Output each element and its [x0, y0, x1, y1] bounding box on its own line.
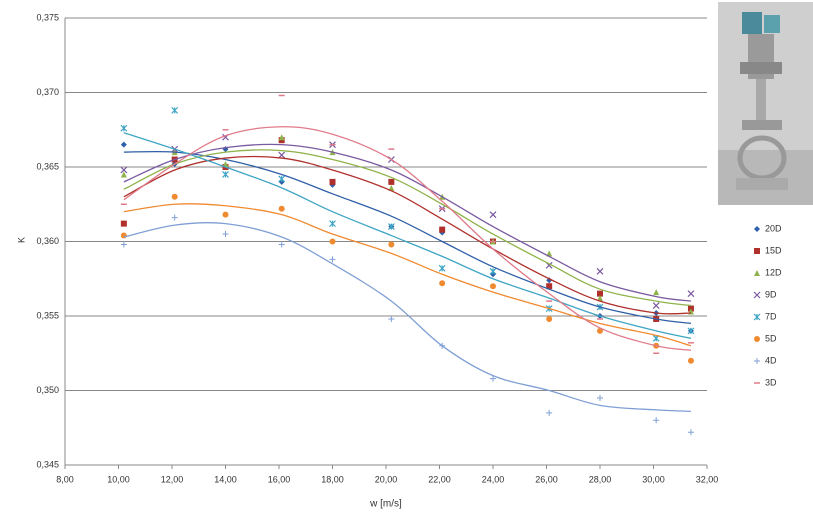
point [222, 231, 229, 238]
x-tick-label: 16,00 [268, 474, 291, 484]
legend-marker [753, 291, 761, 299]
point [120, 166, 128, 174]
trend-line [123, 126, 692, 351]
point [687, 327, 695, 335]
legend-label: 3D [765, 377, 777, 387]
point [490, 375, 496, 382]
x-tick-label: 30,00 [642, 474, 665, 484]
legend-marker [754, 226, 760, 232]
point [278, 175, 286, 183]
trend-line [123, 155, 691, 315]
y-tick-label: 0,350 [36, 385, 59, 395]
trend-line [123, 143, 692, 302]
x-tick-label: 22,00 [428, 474, 451, 484]
point [652, 302, 660, 309]
point [120, 232, 127, 239]
point [120, 171, 127, 178]
point [653, 417, 660, 424]
legend-label: 15D [765, 245, 782, 255]
y-tick-label: 0,365 [36, 161, 59, 171]
x-tick-label: 12,00 [161, 474, 184, 484]
x-axis-label: w [m/s] [369, 499, 402, 510]
legend-label: 9D [765, 289, 777, 299]
point [171, 106, 179, 114]
point [597, 295, 603, 302]
x-tick-label: 26,00 [535, 474, 558, 484]
legend-marker [754, 248, 760, 254]
trend-line [123, 132, 692, 339]
point [120, 141, 127, 148]
x-tick-label: 24,00 [482, 474, 505, 484]
point [439, 280, 446, 287]
point [489, 211, 497, 219]
y-tick-label: 0,355 [36, 310, 59, 320]
point [388, 315, 395, 322]
point [490, 283, 496, 290]
point [278, 241, 285, 248]
y-axis-label: K [16, 237, 26, 243]
point [687, 290, 695, 298]
point [687, 429, 694, 436]
photo [718, 2, 813, 205]
point [120, 220, 127, 227]
point [171, 214, 178, 221]
legend-label: 12D [765, 267, 782, 277]
x-tick-label: 14,00 [214, 474, 237, 484]
y-tick-label: 0,370 [36, 87, 59, 97]
point [120, 124, 128, 132]
point [171, 193, 178, 200]
point [329, 238, 336, 245]
point [438, 264, 446, 272]
point [546, 283, 553, 290]
point [546, 409, 553, 416]
x-tick-label: 32,00 [696, 474, 719, 484]
legend-label: 4D [765, 355, 777, 365]
trend-line [123, 221, 691, 413]
point [596, 267, 604, 275]
x-tick-label: 8,00 [56, 474, 74, 484]
point [329, 220, 336, 228]
point [597, 394, 603, 401]
point [222, 211, 229, 218]
x-tick-label: 10,00 [107, 474, 130, 484]
point [222, 171, 229, 178]
legend-label: 5D [765, 333, 777, 343]
point [546, 315, 553, 322]
x-tick-label: 28,00 [589, 474, 612, 484]
point [489, 267, 497, 275]
y-tick-label: 0,345 [36, 459, 59, 469]
x-tick-label: 20,00 [375, 474, 398, 484]
point [278, 151, 286, 159]
legend-marker [754, 336, 760, 342]
point [597, 327, 603, 334]
trend-line [123, 149, 692, 307]
point [388, 241, 395, 248]
y-tick-label: 0,360 [36, 236, 59, 246]
point [387, 223, 395, 231]
trend-line [123, 203, 692, 347]
point [222, 161, 229, 168]
legend-marker [753, 313, 761, 321]
x-tick-label: 18,00 [321, 474, 344, 484]
point [439, 226, 446, 233]
legend-label: 20D [765, 223, 782, 233]
point [278, 134, 285, 141]
point [388, 184, 395, 191]
point [329, 178, 336, 185]
legend-label: 7D [765, 311, 777, 321]
point [329, 256, 336, 263]
legend-marker [754, 270, 760, 276]
point [120, 241, 127, 248]
point [597, 290, 603, 297]
legend-marker [754, 358, 760, 364]
point [278, 205, 285, 212]
point [388, 178, 395, 185]
point [687, 357, 694, 364]
y-tick-label: 0,375 [36, 12, 59, 22]
point [653, 289, 660, 296]
